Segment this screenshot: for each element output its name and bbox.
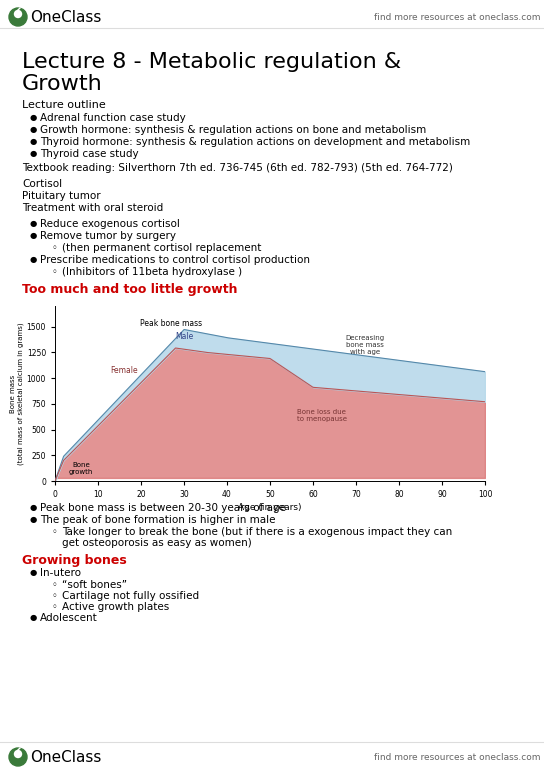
Text: Cortisol: Cortisol — [22, 179, 62, 189]
Text: Cartilage not fully ossified: Cartilage not fully ossified — [62, 591, 199, 601]
Text: find more resources at oneclass.com: find more resources at oneclass.com — [374, 752, 540, 762]
Text: Decreasing
bone mass
with age: Decreasing bone mass with age — [345, 335, 384, 355]
Circle shape — [9, 8, 27, 26]
Text: ●: ● — [30, 613, 37, 622]
Text: OneClass: OneClass — [30, 749, 101, 765]
Text: ●: ● — [30, 137, 37, 146]
Text: get osteoporosis as easy as women): get osteoporosis as easy as women) — [62, 538, 252, 548]
Text: ◦: ◦ — [52, 580, 58, 590]
Text: Remove tumor by surgery: Remove tumor by surgery — [40, 231, 176, 241]
Text: ◦: ◦ — [52, 591, 58, 601]
X-axis label: Age (in years): Age (in years) — [238, 503, 302, 512]
Circle shape — [15, 11, 22, 18]
Text: ◦: ◦ — [52, 602, 58, 612]
Text: Growth hormone: synthesis & regulation actions on bone and metabolism: Growth hormone: synthesis & regulation a… — [40, 125, 426, 135]
Text: (then permanent cortisol replacement: (then permanent cortisol replacement — [62, 243, 261, 253]
Text: ●: ● — [30, 219, 37, 228]
Text: Thyroid case study: Thyroid case study — [40, 149, 139, 159]
Text: Take longer to break the bone (but if there is a exogenous impact they can: Take longer to break the bone (but if th… — [62, 527, 452, 537]
Text: Prescribe medications to control cortisol production: Prescribe medications to control cortiso… — [40, 255, 310, 265]
Text: Pituitary tumor: Pituitary tumor — [22, 191, 101, 201]
Text: ●: ● — [30, 231, 37, 240]
Text: Peak bone mass: Peak bone mass — [140, 320, 202, 328]
Text: ●: ● — [30, 113, 37, 122]
Text: Bone loss due
to menopause: Bone loss due to menopause — [296, 409, 347, 422]
Text: ◦: ◦ — [52, 243, 58, 253]
Text: ●: ● — [30, 149, 37, 158]
Text: Growth: Growth — [22, 74, 103, 94]
Text: Peak bone mass is between 20-30 years of age: Peak bone mass is between 20-30 years of… — [40, 503, 286, 513]
Text: The peak of bone formation is higher in male: The peak of bone formation is higher in … — [40, 515, 275, 525]
Text: In-utero: In-utero — [40, 568, 81, 578]
Text: Too much and too little growth: Too much and too little growth — [22, 283, 238, 296]
Text: Treatment with oral steroid: Treatment with oral steroid — [22, 203, 163, 213]
Text: Lecture 8 - Metabolic regulation &: Lecture 8 - Metabolic regulation & — [22, 52, 401, 72]
Text: ●: ● — [30, 125, 37, 134]
Text: ◦: ◦ — [52, 527, 58, 537]
Text: (Inhibitors of 11beta hydroxylase ): (Inhibitors of 11beta hydroxylase ) — [62, 267, 242, 277]
Text: Adrenal function case study: Adrenal function case study — [40, 113, 186, 123]
Text: “soft bones”: “soft bones” — [62, 580, 127, 590]
Text: Male: Male — [175, 332, 194, 341]
Text: Active growth plates: Active growth plates — [62, 602, 169, 612]
Text: ◦: ◦ — [52, 267, 58, 277]
Y-axis label: Bone mass
(total mass of skeletal calcium in grams): Bone mass (total mass of skeletal calciu… — [10, 322, 24, 465]
Text: find more resources at oneclass.com: find more resources at oneclass.com — [374, 12, 540, 22]
Text: OneClass: OneClass — [30, 9, 101, 25]
Text: Growing bones: Growing bones — [22, 554, 127, 567]
Text: Adolescent: Adolescent — [40, 613, 98, 623]
Text: Bone
growth: Bone growth — [69, 463, 93, 475]
Text: Textbook reading: Silverthorn 7th ed. 736-745 (6th ed. 782-793) (5th ed. 764-772: Textbook reading: Silverthorn 7th ed. 73… — [22, 163, 453, 173]
Text: ●: ● — [30, 503, 37, 512]
Text: ●: ● — [30, 568, 37, 577]
Circle shape — [15, 751, 22, 758]
Text: ●: ● — [30, 255, 37, 264]
Text: Reduce exogenous cortisol: Reduce exogenous cortisol — [40, 219, 180, 229]
Text: Thyroid hormone: synthesis & regulation actions on development and metabolism: Thyroid hormone: synthesis & regulation … — [40, 137, 470, 147]
Text: Lecture outline: Lecture outline — [22, 100, 106, 110]
Circle shape — [9, 748, 27, 766]
Text: ●: ● — [30, 515, 37, 524]
Text: Female: Female — [110, 366, 138, 375]
